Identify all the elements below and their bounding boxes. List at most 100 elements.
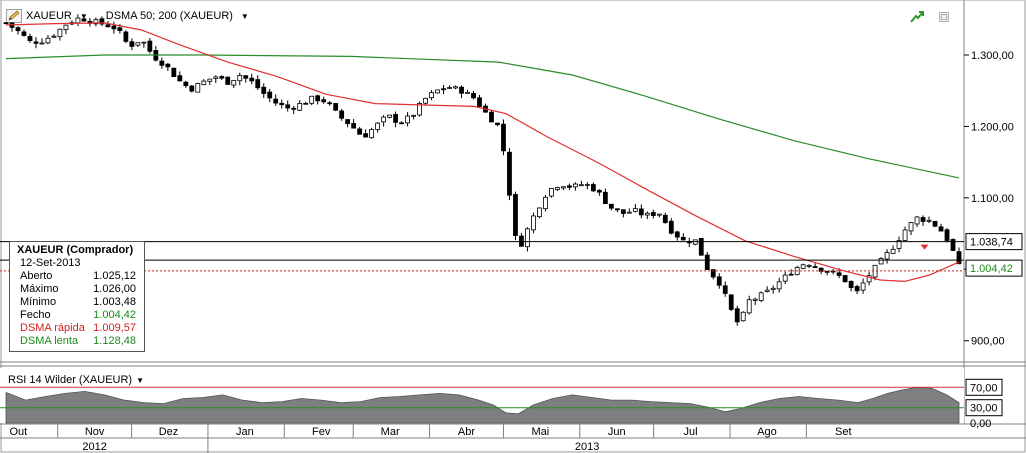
rsi-label-box (965, 399, 1003, 417)
candle-body (291, 107, 297, 110)
candle-body (674, 231, 680, 238)
candle-body (237, 75, 243, 82)
candle-body (93, 19, 99, 25)
candle-body (537, 207, 542, 218)
candle-body (549, 188, 554, 197)
candle-body (854, 286, 860, 292)
info-row: Mínimo 1.003,48 (10, 296, 144, 309)
info-box: XAUEUR (Comprador) 12-Set-2013 Aberto 1.0… (9, 241, 145, 352)
month-label: Dez (159, 426, 179, 438)
candle-body (746, 299, 752, 314)
candle-body (303, 102, 309, 105)
candle-body (183, 81, 189, 87)
candle-body (507, 151, 512, 196)
ma-fast-line (5, 22, 960, 283)
info-row-value: 1.025,12 (93, 270, 136, 282)
candle-body (51, 35, 57, 38)
trend-arrow-icon[interactable] (909, 10, 925, 24)
month-label: Set (835, 426, 852, 438)
rsi-tick-label: 70,00 (970, 382, 998, 394)
candle-body (159, 60, 165, 66)
candle-body (345, 119, 351, 125)
rsi-tick-label: 0,00 (970, 418, 991, 430)
candle-body (860, 282, 866, 291)
candle-body (656, 213, 662, 216)
candle-body (81, 18, 87, 22)
candle-body (740, 311, 746, 322)
candle-body (195, 83, 201, 93)
candle-body (231, 79, 237, 86)
candle-body (471, 92, 476, 99)
candle-body (710, 269, 716, 278)
candle-body (105, 24, 111, 28)
y-tick-label: 900,00 (971, 336, 1005, 348)
month-label: Ago (757, 426, 777, 438)
candle-body (680, 236, 686, 241)
candle-body (944, 229, 950, 241)
candle-body (914, 216, 920, 225)
rsi-area (5, 386, 960, 424)
candle-body (459, 86, 464, 94)
candle-body (578, 184, 584, 187)
candle-body (225, 76, 231, 85)
candle-body (704, 254, 710, 270)
symbol-selector[interactable]: XAUEUR (26, 10, 72, 22)
candle-body (800, 264, 806, 269)
info-row: Aberto 1.025,12 (10, 270, 144, 283)
candle-body (782, 274, 788, 282)
candle-body (411, 114, 416, 117)
candle-body (620, 209, 626, 214)
candle-body (369, 129, 375, 139)
candle-body (381, 116, 387, 123)
info-row-label: Máximo (20, 283, 59, 295)
rsi-caret-icon[interactable]: ▼ (136, 375, 144, 385)
candle-body (207, 78, 213, 82)
candle-body (513, 194, 518, 236)
collapse-icon[interactable] (939, 12, 949, 22)
candle-body (57, 28, 63, 38)
candle-body (608, 203, 614, 209)
candle-body (423, 97, 428, 104)
candle-body (950, 239, 956, 251)
candle-body (668, 220, 674, 234)
candle-body (501, 123, 506, 152)
candle-body (447, 87, 452, 89)
candle-body (27, 36, 33, 41)
candle-body (866, 275, 872, 283)
indicator-selector[interactable]: DSMA 50; 200 (XAUEUR) (105, 10, 233, 22)
info-row-label: DSMA rápida (20, 322, 85, 334)
candle-body (590, 184, 596, 192)
candle-body (632, 208, 638, 212)
candle-body (602, 191, 608, 205)
candle-body (770, 287, 776, 290)
year-label: 2012 (82, 441, 106, 453)
candle-body (662, 214, 668, 223)
candle-body (956, 251, 962, 265)
candle-body (776, 281, 782, 290)
candle-body (63, 24, 69, 31)
pencil-icon[interactable] (6, 9, 22, 23)
candle-body (752, 298, 758, 301)
candle-body (716, 276, 722, 286)
candle-body (387, 114, 392, 118)
candle-body (375, 122, 381, 130)
price-label: 1.004,42 (970, 263, 1013, 275)
candle-body (189, 85, 195, 92)
candle-body (279, 102, 285, 106)
candle-body (351, 123, 357, 129)
symbol-caret-icon[interactable]: ▼ (79, 11, 88, 21)
indicator-caret-icon[interactable]: ▼ (240, 11, 249, 21)
candle-body (764, 289, 770, 292)
info-row: Fecho 1.004,42 (10, 309, 144, 322)
info-row: DSMA lenta 1.128,48 (10, 335, 144, 348)
candle-body (327, 102, 333, 105)
price-label: 1.038,74 (970, 237, 1013, 249)
candle-body (920, 217, 926, 222)
candle-body (177, 75, 183, 82)
candle-body (758, 292, 764, 301)
info-date: 12-Set-2013 (20, 257, 81, 269)
candle-body (531, 215, 536, 231)
rsi-selector[interactable]: RSI 14 Wilder (XAUEUR) (8, 374, 133, 386)
